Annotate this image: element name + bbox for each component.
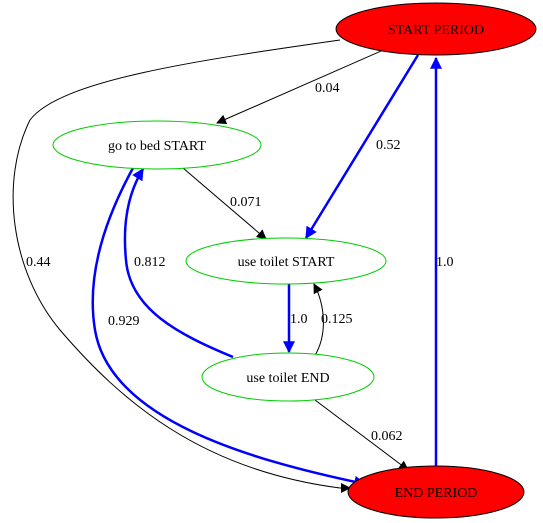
edge-label-toilet-end-to-toilet-start: 0.125: [321, 312, 353, 327]
edge-start-to-end: 0.44: [12, 39, 351, 493]
edge-label-start-to-bed: 0.04: [315, 81, 340, 96]
edge-toilet-end-to-end: 0.062: [314, 399, 409, 471]
node-start-period[interactable]: START PERIOD: [335, 2, 537, 56]
edge-label-toilet-start-to-toilet-end: 1.0: [290, 312, 308, 327]
edge-start-to-bed: 0.04: [216, 47, 389, 124]
edge-label-bed-to-end: 0.929: [108, 314, 140, 329]
edge-label-start-to-toilet-start: 0.52: [376, 138, 401, 153]
edge-label-end-to-start: 1.0: [436, 255, 454, 270]
node-end-period-shape: [347, 465, 525, 519]
node-bed-start-shape: [52, 120, 262, 170]
edge-label-toilet-end-to-end: 0.062: [371, 429, 403, 444]
node-toilet-end-shape: [201, 352, 375, 402]
node-toilet-end-label: use toilet END: [246, 371, 329, 386]
edge-end-to-start: 1.0: [430, 56, 454, 466]
node-end-period-label: END PERIOD: [395, 486, 478, 501]
node-bed-start[interactable]: go to bed START: [52, 120, 262, 170]
node-bed-start-label: go to bed START: [108, 139, 206, 154]
edge-label-bed-to-toilet-start: 0.071: [230, 195, 262, 210]
node-end-period[interactable]: END PERIOD: [347, 465, 525, 519]
edge-toilet-start-to-toilet-end: 1.0: [283, 282, 308, 354]
node-toilet-end[interactable]: use toilet END: [201, 352, 375, 402]
edge-toilet-end-to-bed: 0.812: [123, 167, 234, 359]
node-start-period-shape: [335, 2, 537, 56]
edge-bed-to-end: 0.929: [91, 167, 367, 488]
node-toilet-start-shape: [185, 237, 387, 285]
node-start-period-label: START PERIOD: [388, 23, 484, 38]
node-toilet-start[interactable]: use toilet START: [185, 237, 387, 285]
edge-toilet-end-to-toilet-start: 0.125: [313, 283, 353, 358]
edge-label-toilet-end-to-bed: 0.812: [134, 255, 166, 270]
edge-bed-to-toilet-start: 0.071: [182, 167, 267, 240]
edge-label-start-to-end: 0.44: [26, 255, 51, 270]
edge-start-to-toilet-start: 0.52: [304, 54, 420, 240]
node-toilet-start-label: use toilet START: [238, 255, 335, 270]
